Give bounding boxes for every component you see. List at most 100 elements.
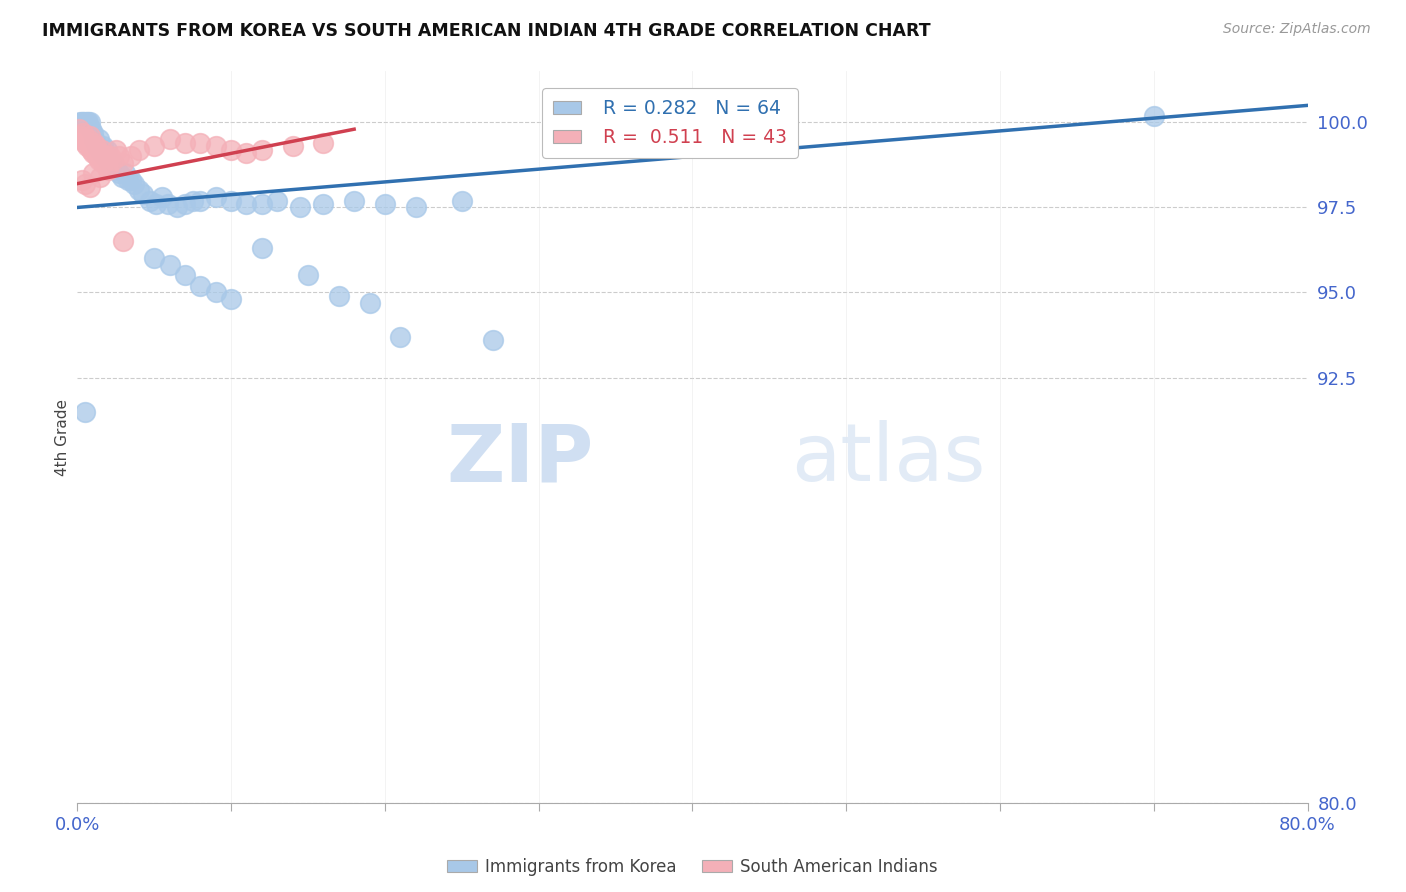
Point	[143, 252, 166, 266]
Point	[70, 173, 93, 187]
Point	[150, 190, 173, 204]
Point	[67, 122, 90, 136]
Point	[290, 201, 312, 215]
Point	[70, 132, 93, 146]
Point	[204, 190, 226, 204]
Point	[250, 143, 273, 157]
Text: IMMIGRANTS FROM KOREA VS SOUTH AMERICAN INDIAN 4TH GRADE CORRELATION CHART: IMMIGRANTS FROM KOREA VS SOUTH AMERICAN …	[42, 22, 931, 40]
Point	[76, 115, 98, 129]
Point	[405, 201, 427, 215]
Point	[108, 166, 131, 180]
Point	[112, 156, 135, 170]
Point	[84, 139, 107, 153]
Point	[79, 180, 101, 194]
Point	[250, 197, 273, 211]
Point	[80, 122, 103, 136]
Point	[94, 149, 117, 163]
Point	[389, 329, 412, 343]
Point	[145, 197, 167, 211]
Text: atlas: atlas	[792, 420, 986, 498]
Point	[204, 285, 226, 300]
Point	[94, 149, 117, 163]
Point	[114, 166, 136, 180]
Point	[89, 143, 111, 157]
Point	[174, 268, 197, 283]
Point	[101, 153, 124, 167]
Point	[359, 295, 381, 310]
Point	[93, 156, 115, 170]
Point	[96, 143, 118, 157]
Point	[77, 132, 100, 146]
Point	[69, 128, 91, 143]
Point	[250, 241, 273, 255]
Point	[77, 115, 100, 129]
Point	[117, 173, 139, 187]
Point	[83, 136, 105, 150]
Point	[312, 197, 335, 211]
Point	[343, 194, 366, 208]
Point	[374, 197, 396, 211]
Point	[69, 115, 91, 129]
Point	[266, 194, 288, 208]
Point	[450, 194, 472, 208]
Point	[98, 156, 121, 170]
Point	[128, 183, 150, 197]
Point	[219, 143, 242, 157]
Point	[79, 128, 101, 143]
Point	[328, 289, 350, 303]
Point	[235, 146, 257, 161]
Point	[174, 197, 197, 211]
Point	[112, 235, 135, 249]
Point	[143, 139, 166, 153]
Point	[89, 169, 111, 184]
Text: Source: ZipAtlas.com: Source: ZipAtlas.com	[1223, 22, 1371, 37]
Point	[82, 126, 104, 140]
Point	[297, 268, 319, 283]
Point	[111, 169, 134, 184]
Point	[98, 149, 121, 163]
Point	[138, 194, 160, 208]
Point	[312, 136, 335, 150]
Point	[97, 163, 120, 178]
Point	[108, 149, 131, 163]
Point	[73, 177, 96, 191]
Point	[157, 197, 180, 211]
Point	[90, 146, 114, 161]
Point	[83, 132, 105, 146]
Point	[97, 153, 120, 167]
Point	[80, 143, 103, 157]
Point	[84, 136, 107, 150]
Point	[104, 143, 127, 157]
Point	[100, 160, 122, 174]
Point	[204, 139, 226, 153]
Text: ZIP: ZIP	[447, 420, 595, 498]
Point	[76, 139, 98, 153]
Point	[219, 194, 242, 208]
Point	[86, 139, 108, 153]
Point	[89, 146, 111, 161]
Y-axis label: 4th Grade: 4th Grade	[55, 399, 70, 475]
Point	[128, 143, 150, 157]
Point	[122, 177, 145, 191]
Point	[1143, 109, 1166, 123]
Point	[87, 153, 110, 167]
Point	[188, 278, 212, 293]
Point	[90, 143, 114, 157]
Point	[481, 333, 503, 347]
Point	[104, 163, 127, 178]
Legend: Immigrants from Korea, South American Indians: Immigrants from Korea, South American In…	[440, 851, 945, 882]
Point	[72, 126, 94, 140]
Point	[159, 132, 181, 146]
Point	[174, 136, 197, 150]
Point	[181, 194, 204, 208]
Point	[82, 166, 104, 180]
Point	[101, 156, 124, 170]
Point	[70, 115, 93, 129]
Point	[132, 186, 155, 201]
Point	[82, 146, 104, 161]
Point	[188, 194, 212, 208]
Point	[219, 293, 242, 307]
Point	[73, 404, 96, 418]
Point	[96, 160, 118, 174]
Point	[188, 136, 212, 150]
